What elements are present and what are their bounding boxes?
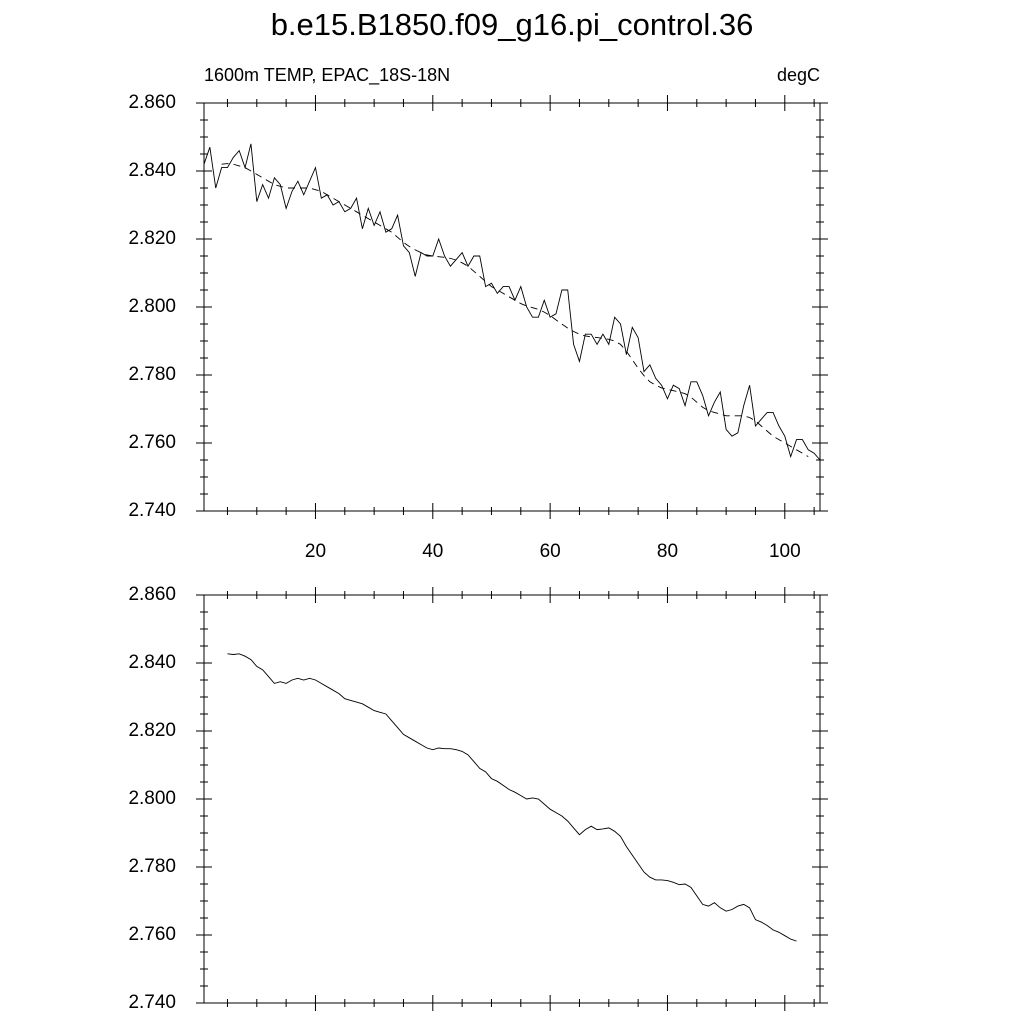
y-tick-label: 2.740 [128,992,176,1013]
y-tick-label: 2.760 [128,432,176,453]
y-tick-label: 2.760 [128,924,176,945]
y-tick-label: 2.800 [128,296,176,317]
x-tick-label: 40 [422,541,443,562]
units-label: degC [777,65,820,85]
y-tick-label: 2.860 [128,584,176,605]
chart-title: b.e15.B1850.f09_g16.pi_control.36 [271,7,754,42]
y-tick-label: 2.840 [128,652,176,673]
x-tick-label: 80 [657,541,678,562]
data-line [227,653,797,942]
plot-frame [203,594,821,1004]
x-tick-label: 60 [540,541,561,562]
y-tick-label: 2.740 [128,500,176,521]
x-tick-label: 20 [305,541,326,562]
y-tick-label: 2.860 [128,92,176,113]
plot-frame [203,102,821,512]
y-tick-label: 2.820 [128,720,176,741]
trend-line [221,163,809,457]
y-tick-label: 2.780 [128,364,176,385]
y-tick-label: 2.800 [128,788,176,809]
y-tick-label: 2.780 [128,856,176,877]
x-tick-label: 100 [769,541,801,562]
y-tick-label: 2.840 [128,160,176,181]
left-label: 1600m TEMP, EPAC_18S-18N [204,65,450,86]
y-tick-label: 2.820 [128,228,176,249]
data-line [203,143,821,461]
